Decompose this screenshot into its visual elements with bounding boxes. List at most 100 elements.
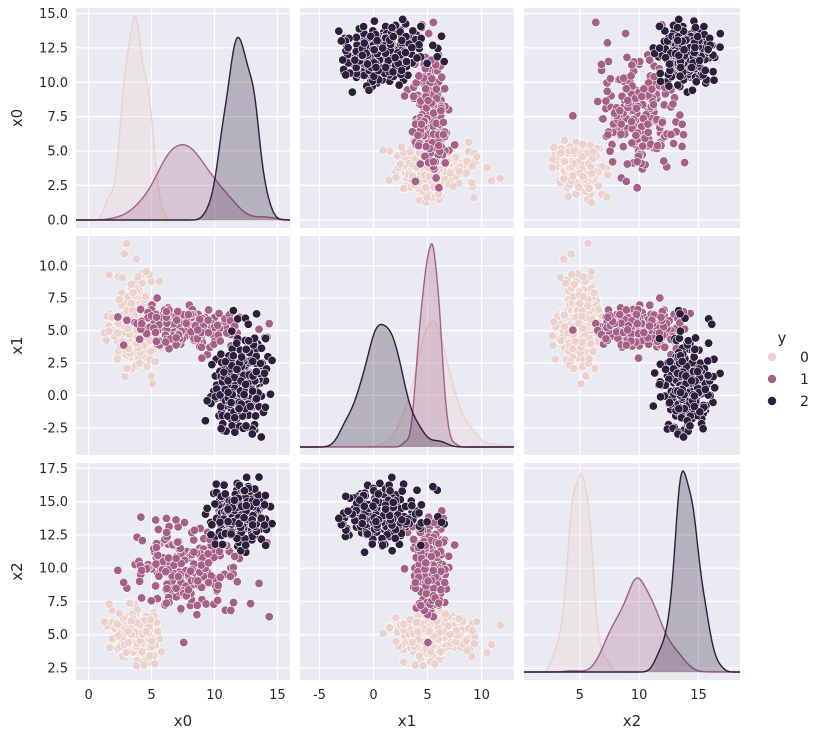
point-class-2 (687, 62, 697, 72)
point-class-2 (437, 517, 447, 527)
point-class-0 (594, 181, 604, 191)
point-class-1 (428, 157, 438, 167)
point-class-0 (131, 254, 141, 264)
point-class-2 (708, 67, 718, 77)
point-class-0 (569, 363, 579, 373)
point-class-2 (700, 385, 710, 395)
point-class-1 (213, 320, 223, 330)
point-class-1 (627, 60, 637, 70)
point-class-0 (391, 173, 401, 183)
point-class-2 (202, 396, 212, 406)
point-class-1 (675, 110, 685, 120)
point-class-1 (450, 540, 460, 550)
kde-line-class-2 (300, 323, 514, 448)
point-class-1 (605, 74, 615, 84)
x-tick-x1: -5 (313, 688, 326, 703)
point-class-0 (548, 154, 558, 164)
point-class-1 (416, 600, 426, 610)
point-class-2 (390, 53, 400, 63)
point-class-1 (189, 547, 199, 557)
point-class-2 (388, 498, 398, 508)
point-class-1 (409, 91, 419, 101)
point-class-2 (690, 344, 700, 354)
point-class-0 (568, 344, 578, 354)
point-class-2 (341, 491, 351, 501)
point-class-0 (147, 636, 157, 646)
point-class-2 (654, 334, 664, 344)
point-class-0 (575, 298, 585, 308)
y-tick-x0: 15.0 (39, 7, 68, 22)
point-class-1 (668, 99, 678, 109)
point-class-2 (260, 490, 270, 500)
x-tick-x1: 0 (369, 688, 377, 703)
y-axis-label-x1: x1 (8, 336, 26, 354)
point-class-0 (123, 626, 133, 636)
x-axis-label-x1: x1 (398, 712, 416, 730)
point-class-1 (434, 183, 444, 193)
point-class-1 (647, 84, 657, 94)
point-class-0 (559, 254, 569, 264)
point-class-0 (418, 661, 428, 671)
point-class-2 (661, 364, 671, 374)
point-class-2 (691, 77, 701, 87)
point-class-1 (214, 309, 224, 319)
point-class-0 (156, 647, 166, 657)
point-class-1 (416, 119, 426, 129)
point-class-2 (234, 404, 244, 414)
point-class-1 (608, 157, 618, 167)
point-class-2 (656, 76, 666, 86)
point-class-2 (228, 351, 238, 361)
point-class-0 (414, 651, 424, 661)
point-class-1 (203, 558, 213, 568)
point-class-2 (248, 520, 258, 530)
point-class-1 (225, 571, 235, 581)
point-class-2 (237, 352, 247, 362)
point-class-2 (343, 43, 353, 53)
point-class-2 (687, 376, 697, 386)
point-class-2 (655, 379, 665, 389)
point-class-1 (568, 325, 578, 335)
point-class-1 (151, 581, 161, 591)
y-tick-x0: 12.5 (39, 41, 68, 56)
point-class-1 (659, 156, 669, 166)
point-class-2 (428, 482, 438, 492)
point-class-1 (632, 183, 642, 193)
point-class-2 (715, 29, 725, 39)
point-class-1 (119, 340, 129, 350)
point-class-1 (254, 324, 264, 334)
point-class-2 (227, 326, 237, 336)
point-class-2 (202, 503, 212, 513)
x-tick-x2: 10 (631, 688, 648, 703)
point-class-2 (260, 368, 270, 378)
panel-background (300, 236, 514, 455)
kde-fill-class-2 (76, 37, 290, 221)
point-class-2 (689, 401, 699, 411)
point-class-2 (261, 334, 271, 344)
point-class-2 (665, 398, 675, 408)
point-class-1 (162, 583, 172, 593)
legend-title: y (778, 329, 787, 347)
point-class-2 (675, 309, 685, 319)
point-class-1 (136, 304, 146, 314)
y-tick-x2: 17.5 (39, 462, 68, 477)
point-class-1 (601, 334, 611, 344)
point-class-1 (666, 129, 676, 139)
point-class-0 (378, 628, 388, 638)
panel-x2-vs-x2 (524, 463, 740, 680)
point-class-2 (223, 376, 233, 386)
point-class-2 (665, 59, 675, 69)
point-class-1 (151, 336, 161, 346)
point-class-0 (125, 598, 135, 608)
point-class-2 (378, 43, 388, 53)
point-class-0 (602, 192, 612, 202)
point-class-2 (265, 389, 275, 399)
point-class-0 (482, 163, 492, 173)
point-class-0 (586, 267, 596, 277)
point-class-1 (197, 342, 207, 352)
point-class-2 (336, 36, 346, 46)
point-class-2 (674, 404, 684, 414)
point-class-2 (402, 57, 412, 67)
point-class-2 (422, 58, 432, 68)
point-class-1 (137, 536, 147, 546)
